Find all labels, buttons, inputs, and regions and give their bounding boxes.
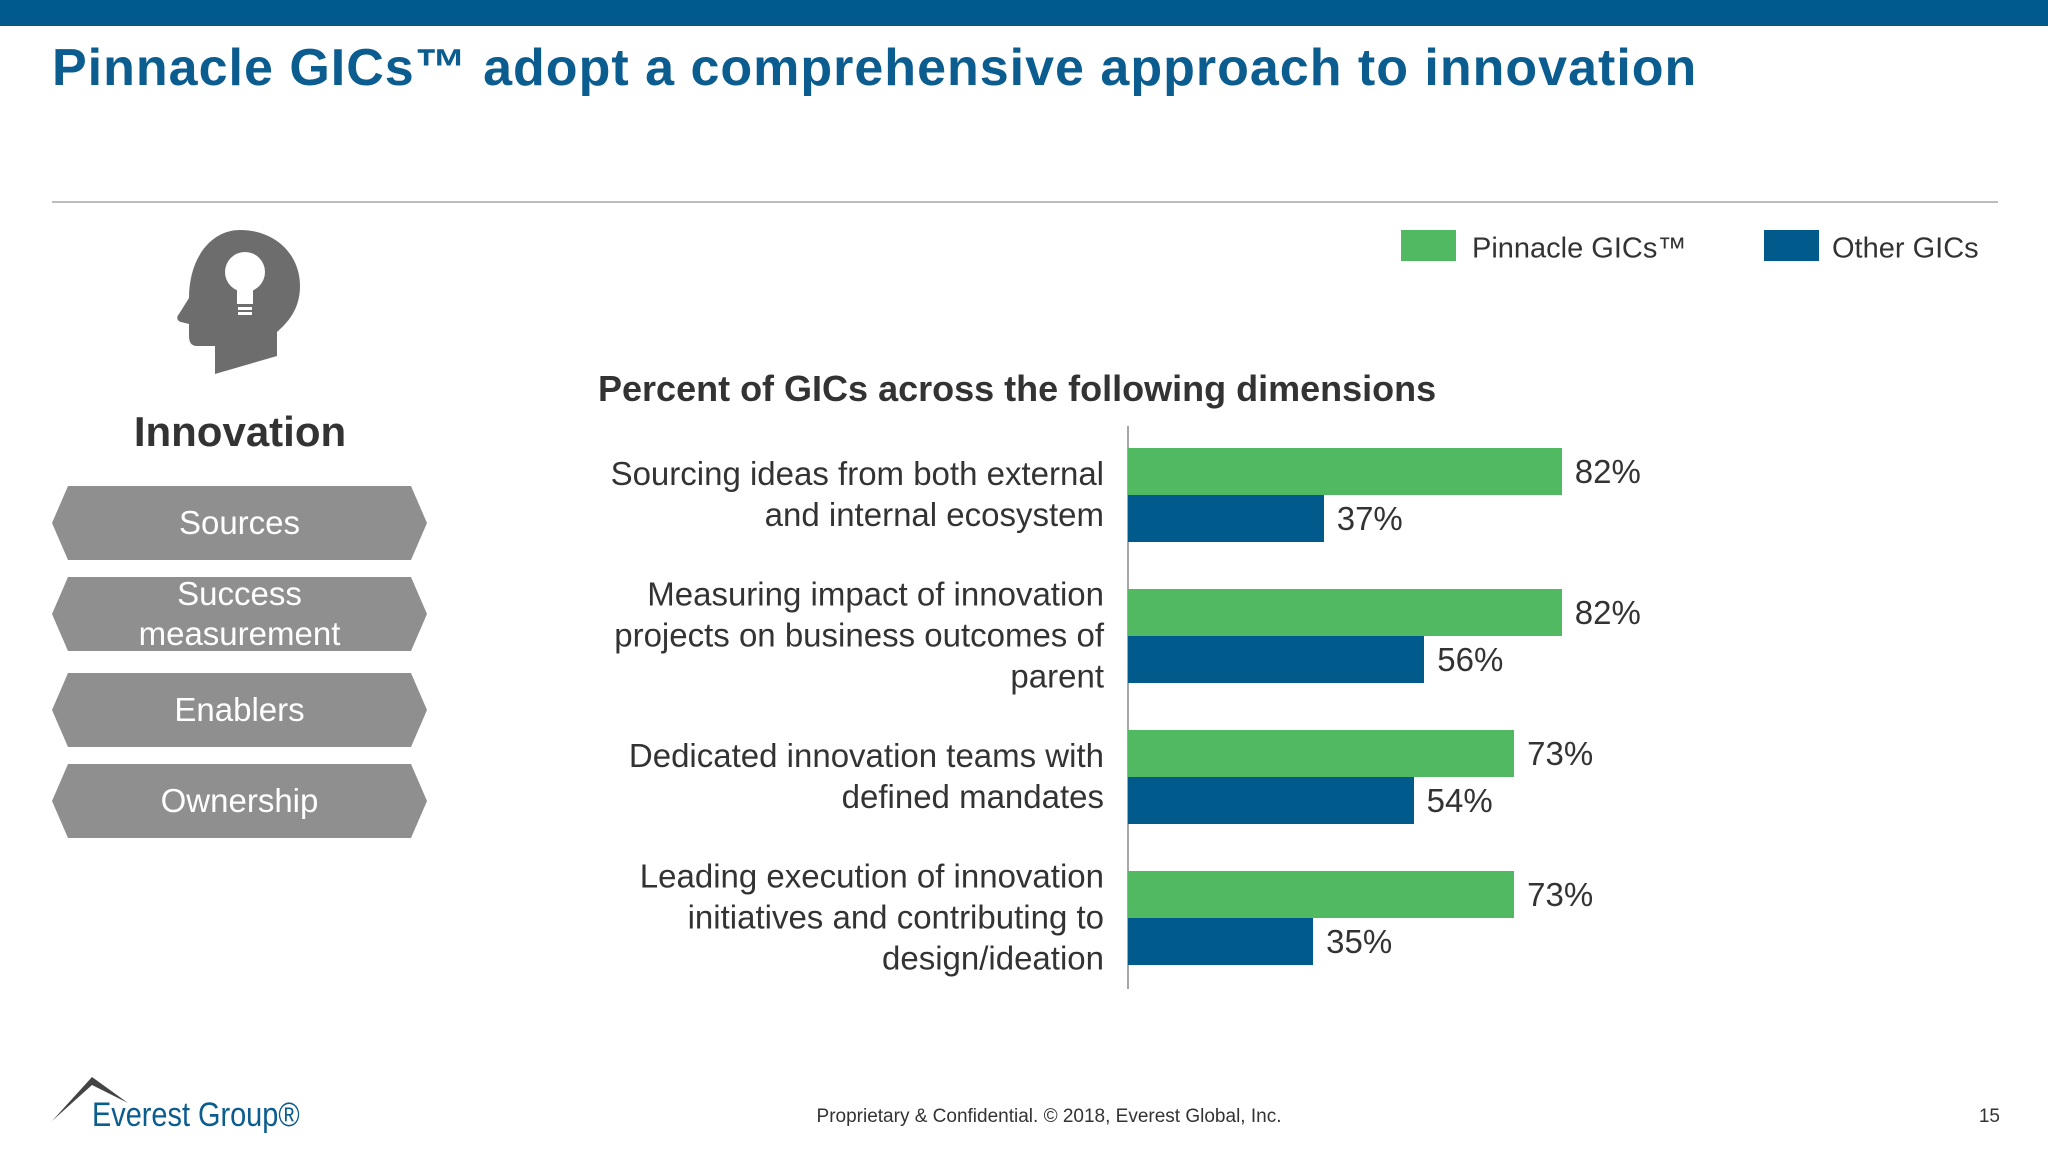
tab-label: Success measurement [138,575,341,652]
data-label: 82% [1574,593,1641,631]
sidebar-tab: Ownership [52,764,427,838]
bar [1128,589,1562,636]
bar [1128,495,1324,542]
tab-label: Enablers [174,691,305,729]
data-label: 82% [1574,452,1641,490]
sidebar-tab: Sources [52,486,427,560]
data-label: 73% [1527,875,1594,913]
legend-swatch [1764,230,1819,261]
bar [1128,918,1314,965]
category-label: Leading execution of innovation initiati… [639,857,1104,977]
chart-title: Percent of GICs across the following dim… [598,368,1437,409]
category-label: Sourcing ideas from both external and in… [610,455,1104,533]
data-label: 37% [1336,499,1403,537]
tab-label: Sources [178,504,301,542]
legend-swatch [1401,230,1456,261]
data-label: 73% [1527,734,1594,772]
data-label: 54% [1426,781,1493,819]
page-number: 15 [1978,1106,2000,1127]
logo-text: Everest Group® [92,1096,300,1134]
category-label: Measuring impact of innovation projects … [614,575,1104,695]
head-icon [177,230,300,374]
divider [52,201,1998,203]
bar [1128,448,1562,495]
sidebar-tab: Enablers [52,673,427,747]
bar [1128,777,1414,824]
sidebar-heading: Innovation [133,408,347,455]
legend-label: Pinnacle GICs™ [1472,232,1687,265]
top-bar [0,0,2048,26]
bar [1128,730,1515,777]
category-axis [1127,426,1129,989]
slide-title: Pinnacle GICs™ adopt a comprehensive app… [52,39,1698,97]
logo-mark [52,1077,128,1121]
bar [1128,871,1515,918]
tab-label: Ownership [160,782,319,820]
category-label: Dedicated innovation teams with defined … [628,737,1104,815]
footer-text: Proprietary & Confidential. © 2018, Ever… [816,1106,1282,1127]
data-label: 35% [1326,922,1393,960]
data-label: 56% [1437,640,1504,678]
legend-label: Other GICs [1832,232,1979,265]
bar [1128,636,1425,683]
sidebar-tab: Success measurement [52,577,427,651]
